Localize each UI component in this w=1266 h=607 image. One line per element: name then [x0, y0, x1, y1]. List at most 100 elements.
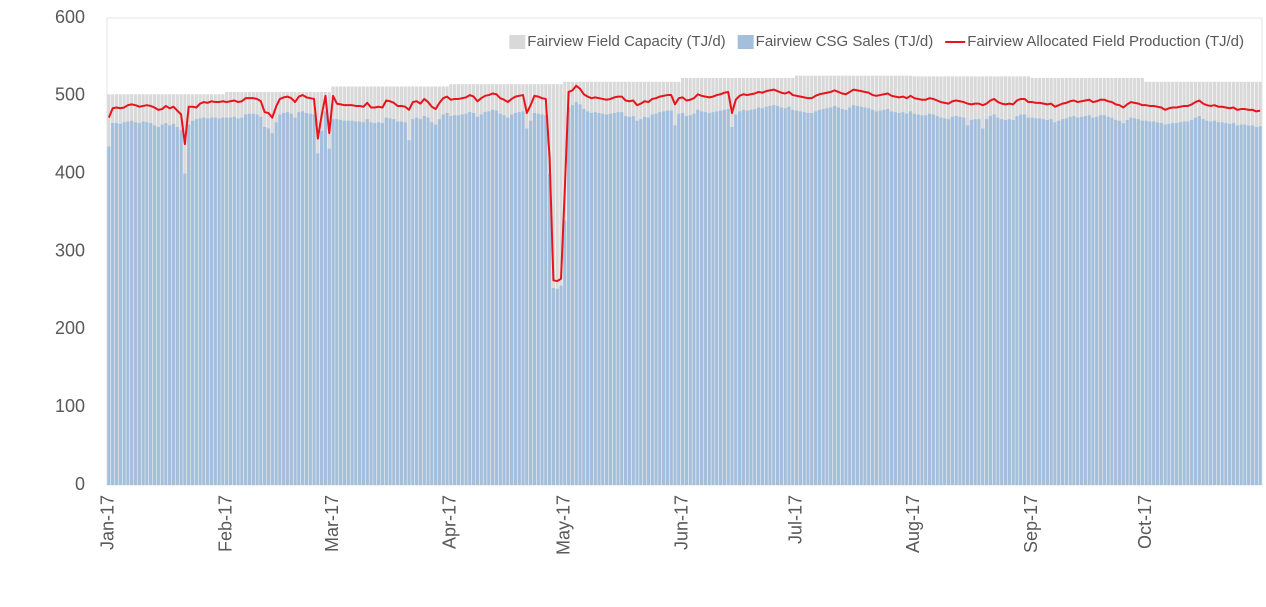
bar [988, 116, 992, 485]
bar [1250, 125, 1255, 485]
bar [544, 115, 548, 486]
bar [1205, 120, 1209, 486]
bar [946, 119, 951, 485]
bar [1231, 123, 1236, 485]
bar [756, 107, 761, 485]
bar [1087, 115, 1091, 486]
bar [1102, 115, 1106, 486]
bar [1136, 119, 1141, 485]
bar [616, 112, 620, 485]
bar [802, 112, 806, 485]
bar [806, 112, 810, 485]
bar [494, 110, 499, 485]
bar [107, 146, 111, 486]
bar [654, 113, 658, 486]
bar [194, 119, 198, 485]
bar [323, 111, 328, 486]
bar [673, 125, 677, 485]
bar [1026, 117, 1030, 486]
bar [973, 119, 977, 485]
bar [1254, 126, 1258, 485]
bar [1186, 121, 1190, 485]
bar [965, 125, 970, 485]
bar [639, 119, 643, 485]
bar [449, 116, 453, 485]
bar [1079, 116, 1084, 486]
bar [551, 288, 556, 485]
bar [1133, 118, 1137, 485]
bar [905, 113, 909, 486]
bar [1197, 116, 1201, 485]
bar [327, 148, 331, 485]
bar [563, 220, 567, 485]
bar [396, 121, 400, 485]
bar [388, 118, 392, 485]
bar [593, 112, 597, 485]
bar [1083, 116, 1087, 485]
bar [749, 109, 753, 486]
bar [453, 115, 457, 486]
bar [399, 121, 404, 485]
bar [1178, 122, 1182, 486]
bar [240, 117, 244, 486]
bar [840, 109, 844, 485]
bar [468, 112, 472, 485]
bar [1239, 124, 1243, 486]
bar [996, 117, 1000, 486]
y-tick-label: 0 [75, 474, 85, 494]
bar [206, 118, 210, 485]
bar [525, 128, 529, 486]
bar [688, 115, 692, 486]
bar [646, 117, 651, 486]
bar [472, 112, 476, 485]
bar [289, 113, 293, 486]
bar [1114, 119, 1118, 485]
bar [122, 122, 126, 486]
bar [779, 107, 783, 485]
bar [548, 173, 552, 485]
bar [567, 107, 571, 485]
bar [1224, 123, 1228, 485]
bar [878, 110, 882, 485]
bar [187, 124, 191, 486]
bar [882, 109, 886, 486]
x-tick-label: Feb-17 [215, 495, 235, 552]
bar [1045, 119, 1049, 485]
bar [612, 112, 616, 485]
bar [1167, 123, 1171, 485]
bar [981, 128, 985, 486]
bar [1015, 116, 1019, 485]
bar [175, 126, 179, 485]
y-tick-label: 100 [55, 396, 85, 416]
bar [851, 105, 856, 485]
bar [475, 116, 480, 486]
bar [601, 113, 605, 486]
bar [817, 109, 821, 486]
bar [730, 126, 734, 485]
bar [491, 109, 495, 486]
bar [274, 122, 278, 486]
bar [373, 123, 377, 485]
bar [225, 117, 229, 486]
bar [908, 111, 913, 486]
bar [1068, 116, 1072, 486]
bar [1216, 122, 1220, 486]
legend-label: Fairview Field Capacity (TJ/d) [527, 33, 725, 50]
bar [844, 109, 848, 486]
bar [1003, 119, 1008, 485]
bar [718, 110, 723, 485]
bar [916, 114, 920, 485]
bar [1171, 123, 1175, 485]
bar [510, 114, 514, 485]
bar [954, 116, 958, 485]
bar [403, 122, 407, 486]
bar [1064, 118, 1068, 485]
bar [950, 116, 954, 486]
bar [760, 108, 764, 485]
bar [874, 111, 878, 486]
bar [745, 110, 749, 485]
bar [848, 107, 852, 485]
bar [643, 116, 647, 486]
bar [711, 112, 715, 485]
